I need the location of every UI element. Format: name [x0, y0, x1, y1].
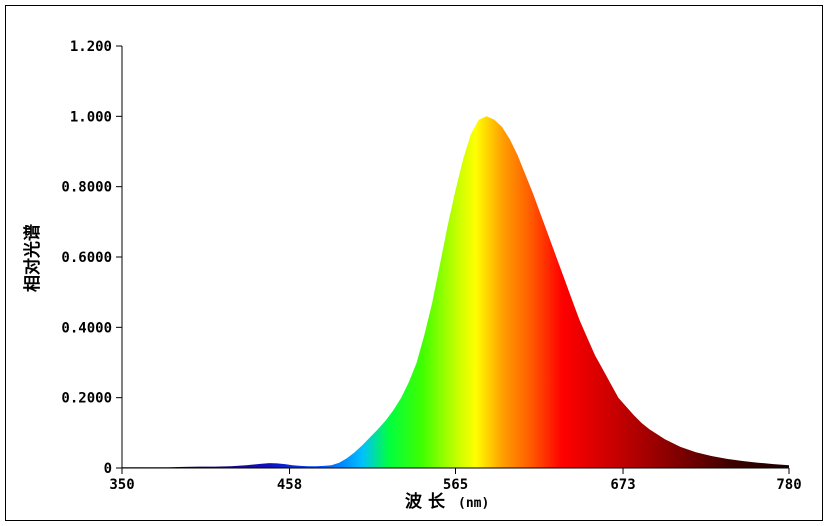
y-tick-label: 0.4000 — [61, 320, 112, 336]
y-tick-label: 0 — [104, 461, 112, 477]
x-tick-label: 458 — [277, 477, 302, 493]
x-tick-label: 780 — [776, 477, 801, 493]
y-tick-label: 0.2000 — [61, 391, 112, 407]
y-tick-label: 0.8000 — [61, 180, 112, 196]
y-axis-label: 相对光谱 — [22, 224, 43, 292]
spectrum-area — [122, 116, 789, 469]
x-tick-label: 565 — [443, 477, 468, 493]
x-axis-unit: (nm) — [458, 496, 489, 511]
y-tick-label: 0.6000 — [61, 250, 112, 266]
x-tick-label: 673 — [610, 477, 635, 493]
y-axis-ticks: 0 0.2000 0.4000 0.6000 0.8000 1.000 1.200 — [61, 39, 122, 477]
y-tick-label: 1.000 — [70, 109, 112, 125]
y-tick-label: 1.200 — [70, 39, 112, 55]
x-axis-label: 波 长 — [405, 491, 446, 512]
x-tick-label: 350 — [109, 477, 134, 493]
x-axis-ticks: 350 458 565 673 780 — [109, 468, 802, 493]
